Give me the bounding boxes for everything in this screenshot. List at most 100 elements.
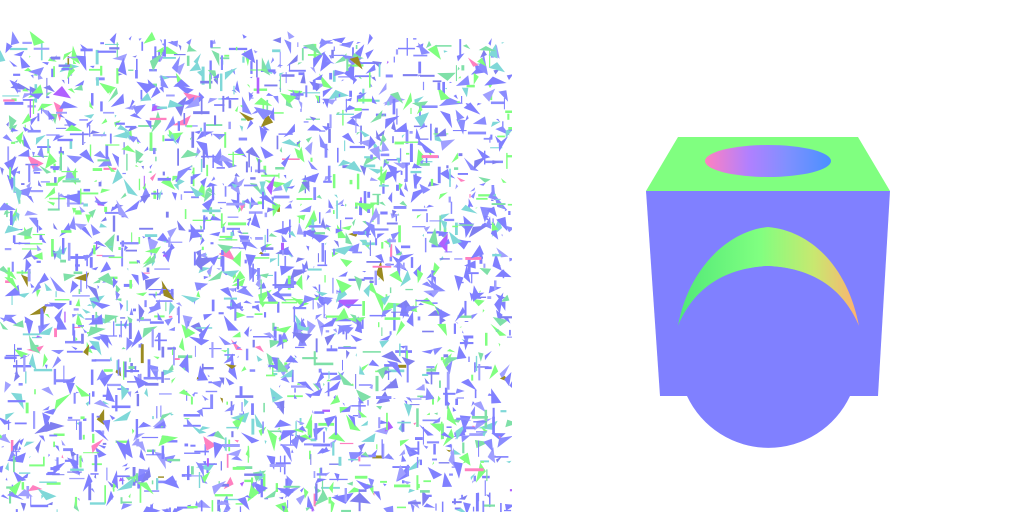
mesh-fragment	[316, 318, 324, 337]
mesh-fragment	[452, 406, 457, 412]
mesh-fragment	[139, 227, 154, 230]
mesh-fragment	[489, 492, 491, 508]
mesh-fragment	[104, 233, 115, 253]
mesh-fragment	[54, 393, 71, 411]
mesh-fragment	[89, 257, 93, 268]
mesh-fragment	[388, 191, 393, 203]
mesh-fragment	[363, 191, 367, 205]
mesh-fragment	[92, 278, 102, 284]
mesh-fragment	[452, 225, 459, 228]
mesh-fragment	[495, 329, 499, 332]
mesh-fragment	[455, 109, 465, 121]
mesh-fragment	[141, 165, 144, 170]
mesh-fragment	[269, 464, 286, 467]
mesh-fragment	[442, 81, 445, 98]
mesh-fragment	[56, 457, 59, 471]
mesh-fragment	[93, 179, 97, 182]
mesh-fragment	[201, 66, 205, 85]
mesh-fragment	[57, 175, 68, 184]
mesh-fragment	[419, 159, 424, 165]
mesh-fragment	[258, 282, 267, 290]
mesh-fragment	[158, 435, 179, 447]
mesh-fragment	[101, 430, 105, 435]
mesh-fragment	[303, 260, 309, 271]
mesh-fragment	[413, 174, 422, 189]
mesh-fragment	[389, 270, 403, 283]
mesh-fragment	[497, 135, 505, 138]
mesh-fragment	[66, 155, 83, 164]
mesh-fragment	[335, 278, 352, 294]
mesh-fragment	[59, 222, 71, 237]
mesh-fragment	[257, 201, 265, 205]
mesh-fragment	[475, 493, 479, 512]
mesh-fragment	[379, 334, 392, 341]
mesh-fragment	[168, 129, 173, 138]
mesh-fragment	[460, 281, 464, 284]
mesh-fragment	[69, 477, 85, 480]
mesh-fragment	[369, 314, 386, 317]
mesh-fragment	[0, 445, 5, 448]
mesh-fragment	[219, 235, 233, 238]
mesh-fragment	[93, 245, 96, 255]
mesh-fragment	[452, 461, 463, 479]
mesh-fragment	[198, 472, 201, 488]
mesh-fragment	[295, 421, 297, 438]
mesh-fragment	[378, 82, 387, 96]
mesh-fragment	[449, 231, 463, 245]
mesh-fragment	[160, 74, 169, 89]
mesh-fragment	[212, 73, 220, 79]
mesh-fragment	[354, 108, 362, 111]
mesh-fragment	[308, 225, 324, 228]
mesh-fragment	[305, 507, 311, 512]
mesh-fragment	[94, 201, 108, 206]
mesh-fragment	[195, 140, 209, 160]
mesh-fragment	[143, 175, 145, 187]
mesh-fragment	[108, 256, 123, 259]
mesh-fragment	[380, 211, 388, 215]
mesh-fragment	[173, 54, 186, 56]
mesh-fragment	[465, 115, 469, 122]
mesh-fragment	[341, 79, 345, 82]
mesh-fragment	[328, 199, 334, 209]
mesh-fragment	[152, 369, 159, 372]
mesh-fragment	[250, 211, 261, 229]
mesh-fragment	[437, 72, 456, 81]
mesh-fragment	[423, 226, 431, 233]
mesh-fragment	[344, 105, 357, 111]
mesh-fragment	[305, 413, 313, 431]
mesh-fragment	[386, 222, 398, 225]
mesh-fragment	[326, 315, 342, 318]
mesh-fragment	[437, 166, 441, 184]
mesh-fragment	[248, 211, 263, 214]
mesh-fragment	[129, 261, 139, 264]
mesh-fragment	[375, 238, 378, 246]
mesh-fragment	[190, 186, 204, 198]
mesh-fragment	[9, 479, 22, 496]
mesh-fragment	[153, 356, 160, 360]
mesh-fragment	[346, 414, 361, 432]
mesh-fragment	[442, 424, 444, 439]
mesh-fragment	[300, 487, 304, 493]
mesh-fragment	[398, 47, 415, 50]
mesh-fragment	[186, 418, 193, 427]
mesh-fragment	[26, 195, 34, 204]
mesh-fragment	[264, 312, 267, 318]
mesh-fragment	[23, 441, 35, 447]
mesh-fragment	[380, 480, 387, 483]
mesh-fragment	[13, 455, 15, 473]
mesh-fragment	[399, 439, 410, 447]
mesh-fragment	[406, 350, 408, 364]
mesh-fragment	[464, 335, 474, 339]
mesh-fragment	[174, 358, 180, 360]
mesh-fragment	[237, 496, 250, 511]
mesh-fragment	[235, 395, 254, 398]
mesh-fragment	[5, 354, 21, 357]
mesh-fragment	[244, 479, 253, 483]
top-hole	[705, 145, 831, 177]
mesh-fragment	[251, 481, 258, 489]
mesh-fragment	[309, 81, 323, 92]
mesh-fragment	[90, 369, 94, 385]
mesh-fragment	[355, 202, 358, 209]
mesh-fragment	[314, 362, 334, 366]
mesh-fragment	[159, 393, 172, 395]
